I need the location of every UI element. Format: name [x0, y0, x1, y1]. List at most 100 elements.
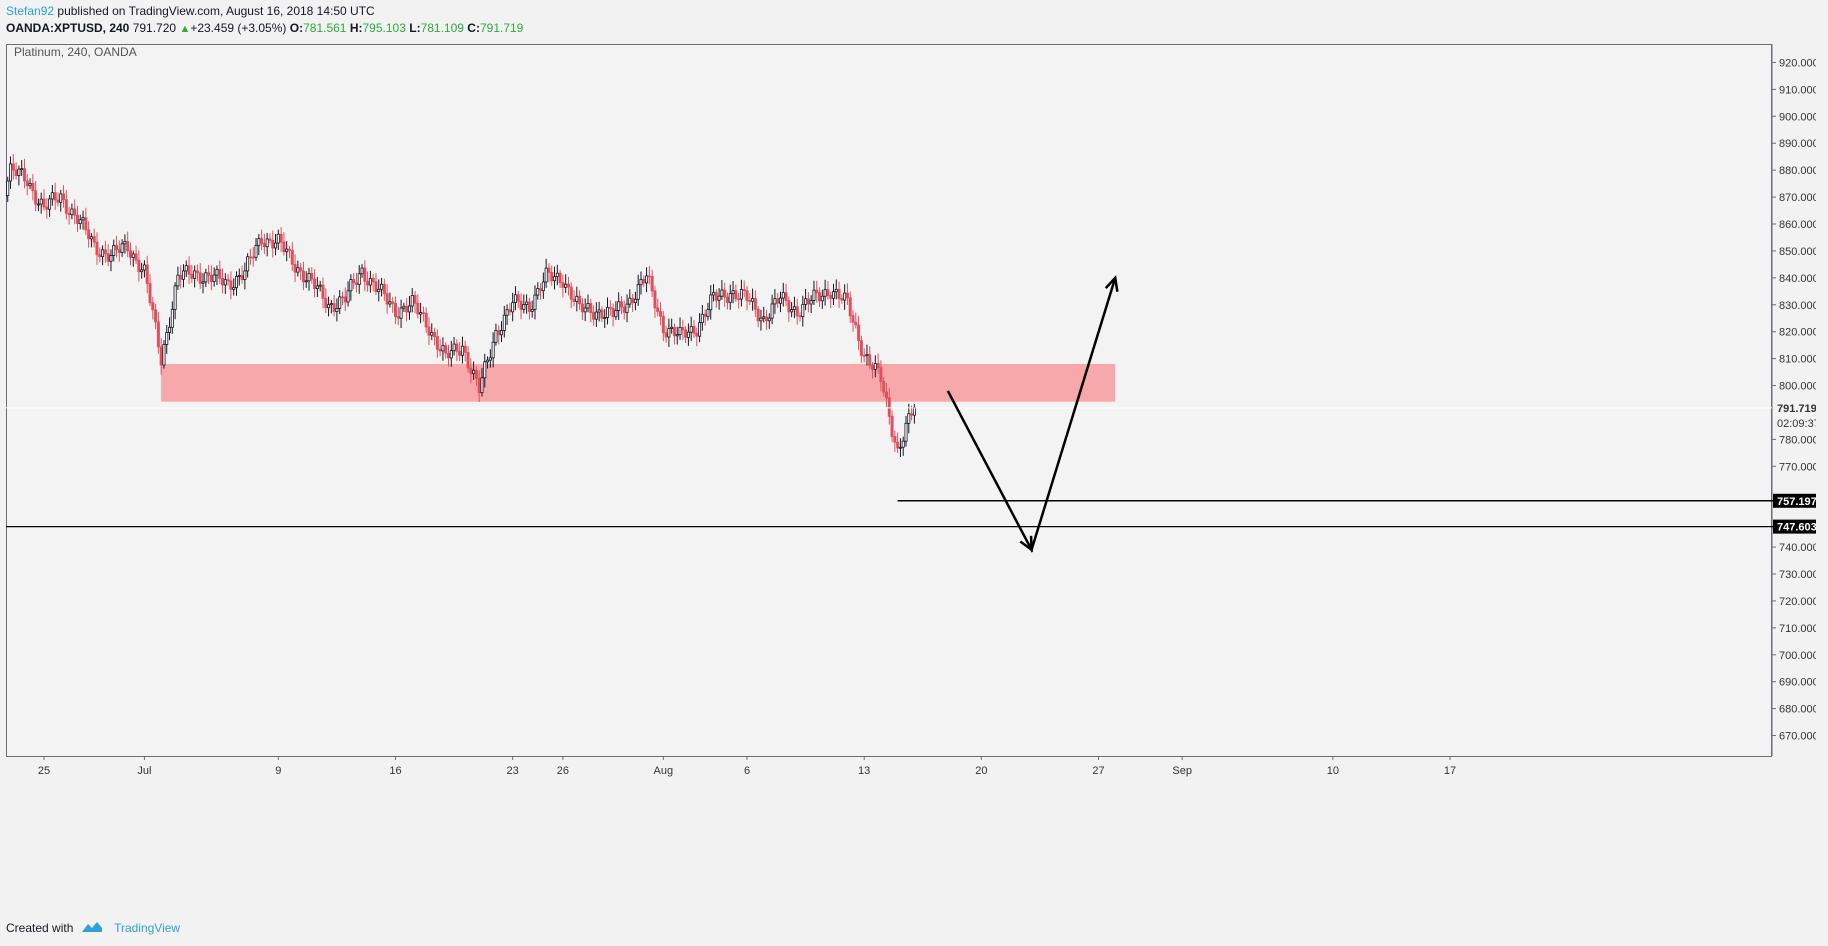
- arrowhead-down: [1019, 535, 1033, 553]
- candle-up: [181, 270, 185, 280]
- candle-up: [500, 330, 504, 336]
- candle-down: [354, 282, 358, 285]
- price-tick-label: 830.000: [1779, 300, 1816, 312]
- candle-up: [843, 292, 847, 301]
- candle-down: [829, 295, 833, 299]
- candle-up: [17, 168, 21, 176]
- candle-up: [243, 270, 247, 280]
- candle-down: [343, 296, 347, 303]
- candle-up: [78, 219, 82, 224]
- open-value: 781.561: [303, 21, 347, 35]
- candle-up: [717, 295, 721, 301]
- tradingview-logo-icon: [81, 921, 103, 937]
- time-axis[interactable]: 25 Jul 9 16 23 26 Aug 6 13 20 27 Sep 10 17: [38, 756, 1456, 777]
- candle-up: [9, 163, 13, 182]
- high-label: H:: [349, 21, 363, 35]
- candle-up: [667, 328, 671, 338]
- chart-area[interactable]: Platinum, 240, OANDA 920.000 910.000 900.0…: [6, 44, 1816, 940]
- candle-up: [81, 217, 85, 221]
- candle-up: [184, 265, 188, 272]
- candle-up: [338, 296, 342, 309]
- candle-up: [511, 302, 515, 313]
- candle-up: [486, 359, 490, 363]
- candle-down: [73, 208, 77, 216]
- price-tick-label: 670.000: [1779, 731, 1816, 743]
- candle-up: [162, 344, 166, 366]
- candle-down: [352, 279, 356, 284]
- candle-down: [474, 369, 478, 379]
- candle-up: [633, 298, 637, 303]
- candle-up: [513, 294, 517, 304]
- candle-down: [396, 316, 400, 319]
- candle-up: [223, 279, 227, 286]
- candle-up: [480, 377, 484, 394]
- candle-down: [840, 298, 844, 301]
- candle-down: [332, 303, 336, 312]
- price-tick-label: 690.000: [1779, 677, 1816, 689]
- time-tick-label: 13: [858, 765, 870, 777]
- candle-down: [260, 238, 264, 244]
- candle-down: [714, 292, 718, 301]
- candle-up: [912, 407, 916, 416]
- candle-up: [759, 317, 763, 322]
- candle-up: [898, 446, 902, 449]
- candle-up: [494, 330, 498, 343]
- author-link[interactable]: Stefan92: [6, 4, 55, 18]
- candle-up: [452, 343, 456, 352]
- candle-down: [117, 249, 121, 253]
- candle-down: [826, 289, 830, 296]
- candle-up: [50, 192, 54, 200]
- close-value: 791.719: [479, 21, 524, 35]
- candle-up: [617, 301, 621, 311]
- candle-up: [304, 280, 308, 283]
- candle-up: [536, 288, 540, 296]
- candle-up: [419, 312, 423, 315]
- candle-up: [329, 303, 333, 306]
- candle-down: [207, 272, 211, 276]
- candle-up: [257, 238, 261, 246]
- candle-down: [854, 321, 858, 326]
- candle-down: [31, 183, 35, 192]
- price-axis[interactable]: 920.000 910.000 900.000 890.000 880.000 870.0…: [1772, 57, 1816, 743]
- candle-down: [578, 295, 582, 305]
- candle-down: [45, 206, 49, 210]
- candle-down: [723, 289, 727, 298]
- candle-up: [739, 289, 743, 300]
- candle-down: [887, 397, 891, 417]
- candle-down: [391, 301, 395, 304]
- price-tick-label: 870.000: [1779, 192, 1816, 204]
- low-label: L:: [409, 21, 421, 35]
- candle-up: [594, 311, 598, 320]
- candle-down: [324, 297, 328, 309]
- time-tick-label: 6: [744, 765, 750, 777]
- price-tick-label: 710.000: [1779, 623, 1816, 635]
- price-tick-label: 680.000: [1779, 704, 1816, 716]
- candle-down: [527, 301, 531, 312]
- created-with-text: Created with: [6, 921, 74, 936]
- price-tick-label: 820.000: [1779, 327, 1816, 339]
- candle-down: [558, 272, 562, 284]
- price-tick-label: 700.000: [1779, 650, 1816, 662]
- candle-up: [706, 309, 710, 317]
- candle-up: [48, 198, 52, 210]
- candle-up: [488, 357, 492, 361]
- tradingview-link[interactable]: TradingView: [114, 921, 181, 936]
- candle-up: [555, 272, 559, 277]
- candle-down: [34, 190, 38, 205]
- candle-down: [271, 239, 275, 249]
- candle-down: [156, 321, 160, 348]
- candle-up: [237, 275, 241, 277]
- candle-down: [137, 259, 141, 273]
- candle-down: [859, 340, 863, 356]
- candle-down: [815, 289, 819, 294]
- candle-down: [154, 309, 158, 323]
- candle-up: [639, 278, 643, 286]
- time-tick-label: 9: [275, 765, 281, 777]
- candle-down: [737, 298, 741, 301]
- chart-svg[interactable]: Platinum, 240, OANDA 920.000 910.000 900.0…: [6, 44, 1816, 940]
- candle-up: [168, 326, 172, 333]
- candle-down: [600, 309, 604, 319]
- candle-down: [703, 313, 707, 317]
- candle-up: [234, 275, 238, 289]
- candle-down: [221, 277, 225, 286]
